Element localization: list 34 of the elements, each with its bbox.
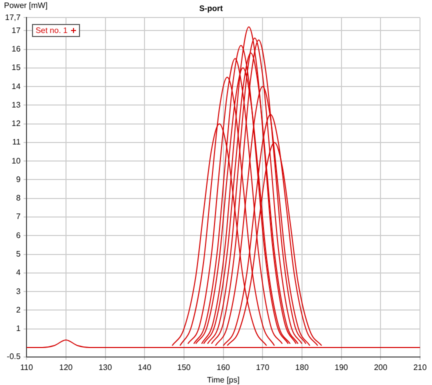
y-tick-label: 15 (12, 63, 22, 72)
y-tick-label: 2 (16, 305, 22, 314)
y-tick-label: -0.5 (6, 352, 22, 362)
legend-label: Set no. 1 (36, 26, 68, 35)
x-tick-label: 170 (256, 362, 270, 372)
chart-title: S-port (199, 4, 224, 14)
y-tick-label: 17,7 (4, 12, 22, 22)
y-tick-label: 7 (16, 212, 22, 222)
x-tick-label: 190 (334, 362, 349, 372)
y-tick-label: 8 (16, 194, 22, 203)
y-tick-label: 5 (16, 250, 22, 258)
y-tick-label: 6 (16, 230, 22, 240)
x-tick-label: 120 (59, 362, 74, 372)
x-tick-label: 210 (413, 362, 428, 372)
y-tick-label: 12 (12, 119, 22, 128)
y-tick-label: 3 (16, 286, 22, 296)
y-tick-label: 16 (12, 44, 22, 54)
y-tick-label: 9 (16, 174, 22, 184)
y-tick-label: 4 (16, 268, 22, 278)
x-tick-label: 130 (98, 362, 112, 372)
y-tick-label: 10 (12, 156, 22, 166)
y-tick-label: 17 (12, 26, 22, 35)
y-axis-title: Power [mW] (4, 1, 48, 10)
y-tick-label: 11 (12, 138, 22, 147)
x-tick-label: 200 (374, 362, 388, 372)
x-axis-title: Time [ps] (206, 375, 240, 384)
x-tick-label: 140 (138, 362, 152, 372)
x-tick-label: 110 (20, 362, 34, 372)
y-tick-label: 1 (16, 324, 22, 334)
x-tick-label: 180 (295, 362, 310, 372)
x-tick-label: 150 (177, 362, 192, 372)
y-tick-label: 14 (12, 82, 22, 91)
y-tick-label: 13 (12, 100, 22, 110)
x-tick-label: 160 (216, 362, 231, 372)
